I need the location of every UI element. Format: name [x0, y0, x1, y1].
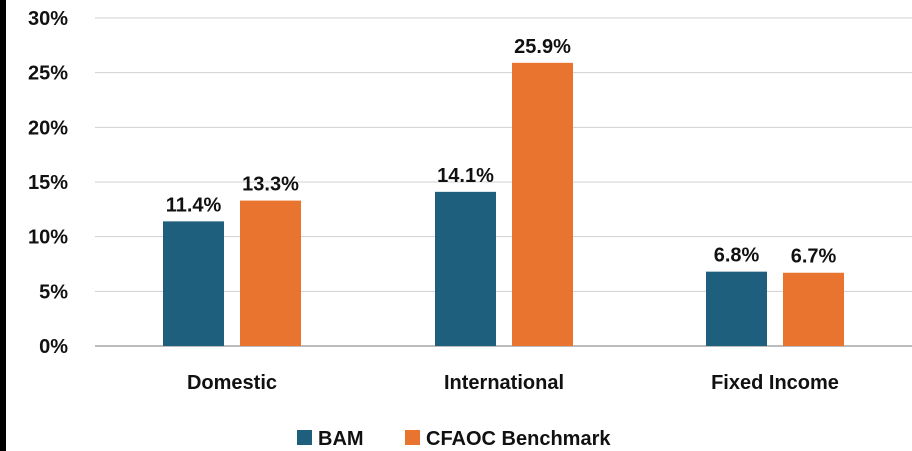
legend-label: BAM — [318, 428, 364, 450]
y-tick-label: 30% — [28, 8, 68, 30]
gridlines — [95, 17, 912, 347]
legend-swatch — [405, 430, 420, 445]
y-tick-label: 25% — [28, 63, 68, 85]
category-label: International — [444, 372, 564, 394]
y-tick-label: 10% — [28, 227, 68, 249]
y-tick-label: 5% — [39, 281, 68, 303]
data-label: 13.3% — [242, 174, 299, 196]
data-labels: 11.4% 13.3% 14.1% 25.9% 6.8% 6.7% — [166, 36, 837, 268]
category-label: Fixed Income — [711, 372, 839, 394]
data-label: 14.1% — [437, 165, 494, 187]
legend-swatch — [297, 430, 312, 445]
left-border — [0, 0, 6, 451]
legend: BAM CFAOC Benchmark — [297, 428, 611, 450]
y-tick-label: 0% — [39, 336, 68, 358]
category-label: Domestic — [187, 372, 277, 394]
bar-cfaoc-benchmark-domestic — [240, 200, 301, 346]
bar-cfaoc-benchmark-international — [512, 62, 573, 347]
data-label: 25.9% — [514, 36, 571, 58]
x-axis-category-labels: Domestic International Fixed Income — [187, 372, 839, 394]
data-label: 11.4% — [166, 194, 222, 216]
bar-bam-fixed-income — [706, 271, 767, 346]
y-axis-tick-labels: 0% 5% 10% 15% 20% 25% 30% — [28, 8, 68, 358]
bar-bam-domestic — [163, 221, 224, 346]
y-tick-label: 20% — [28, 117, 68, 139]
y-tick-label: 15% — [28, 172, 68, 194]
bar-bam-international — [435, 191, 496, 346]
data-label: 6.7% — [791, 246, 837, 268]
bar-cfaoc-benchmark-fixed-income — [783, 272, 844, 346]
legend-label: CFAOC Benchmark — [426, 428, 611, 450]
bars — [163, 62, 844, 347]
data-label: 6.8% — [714, 245, 760, 267]
